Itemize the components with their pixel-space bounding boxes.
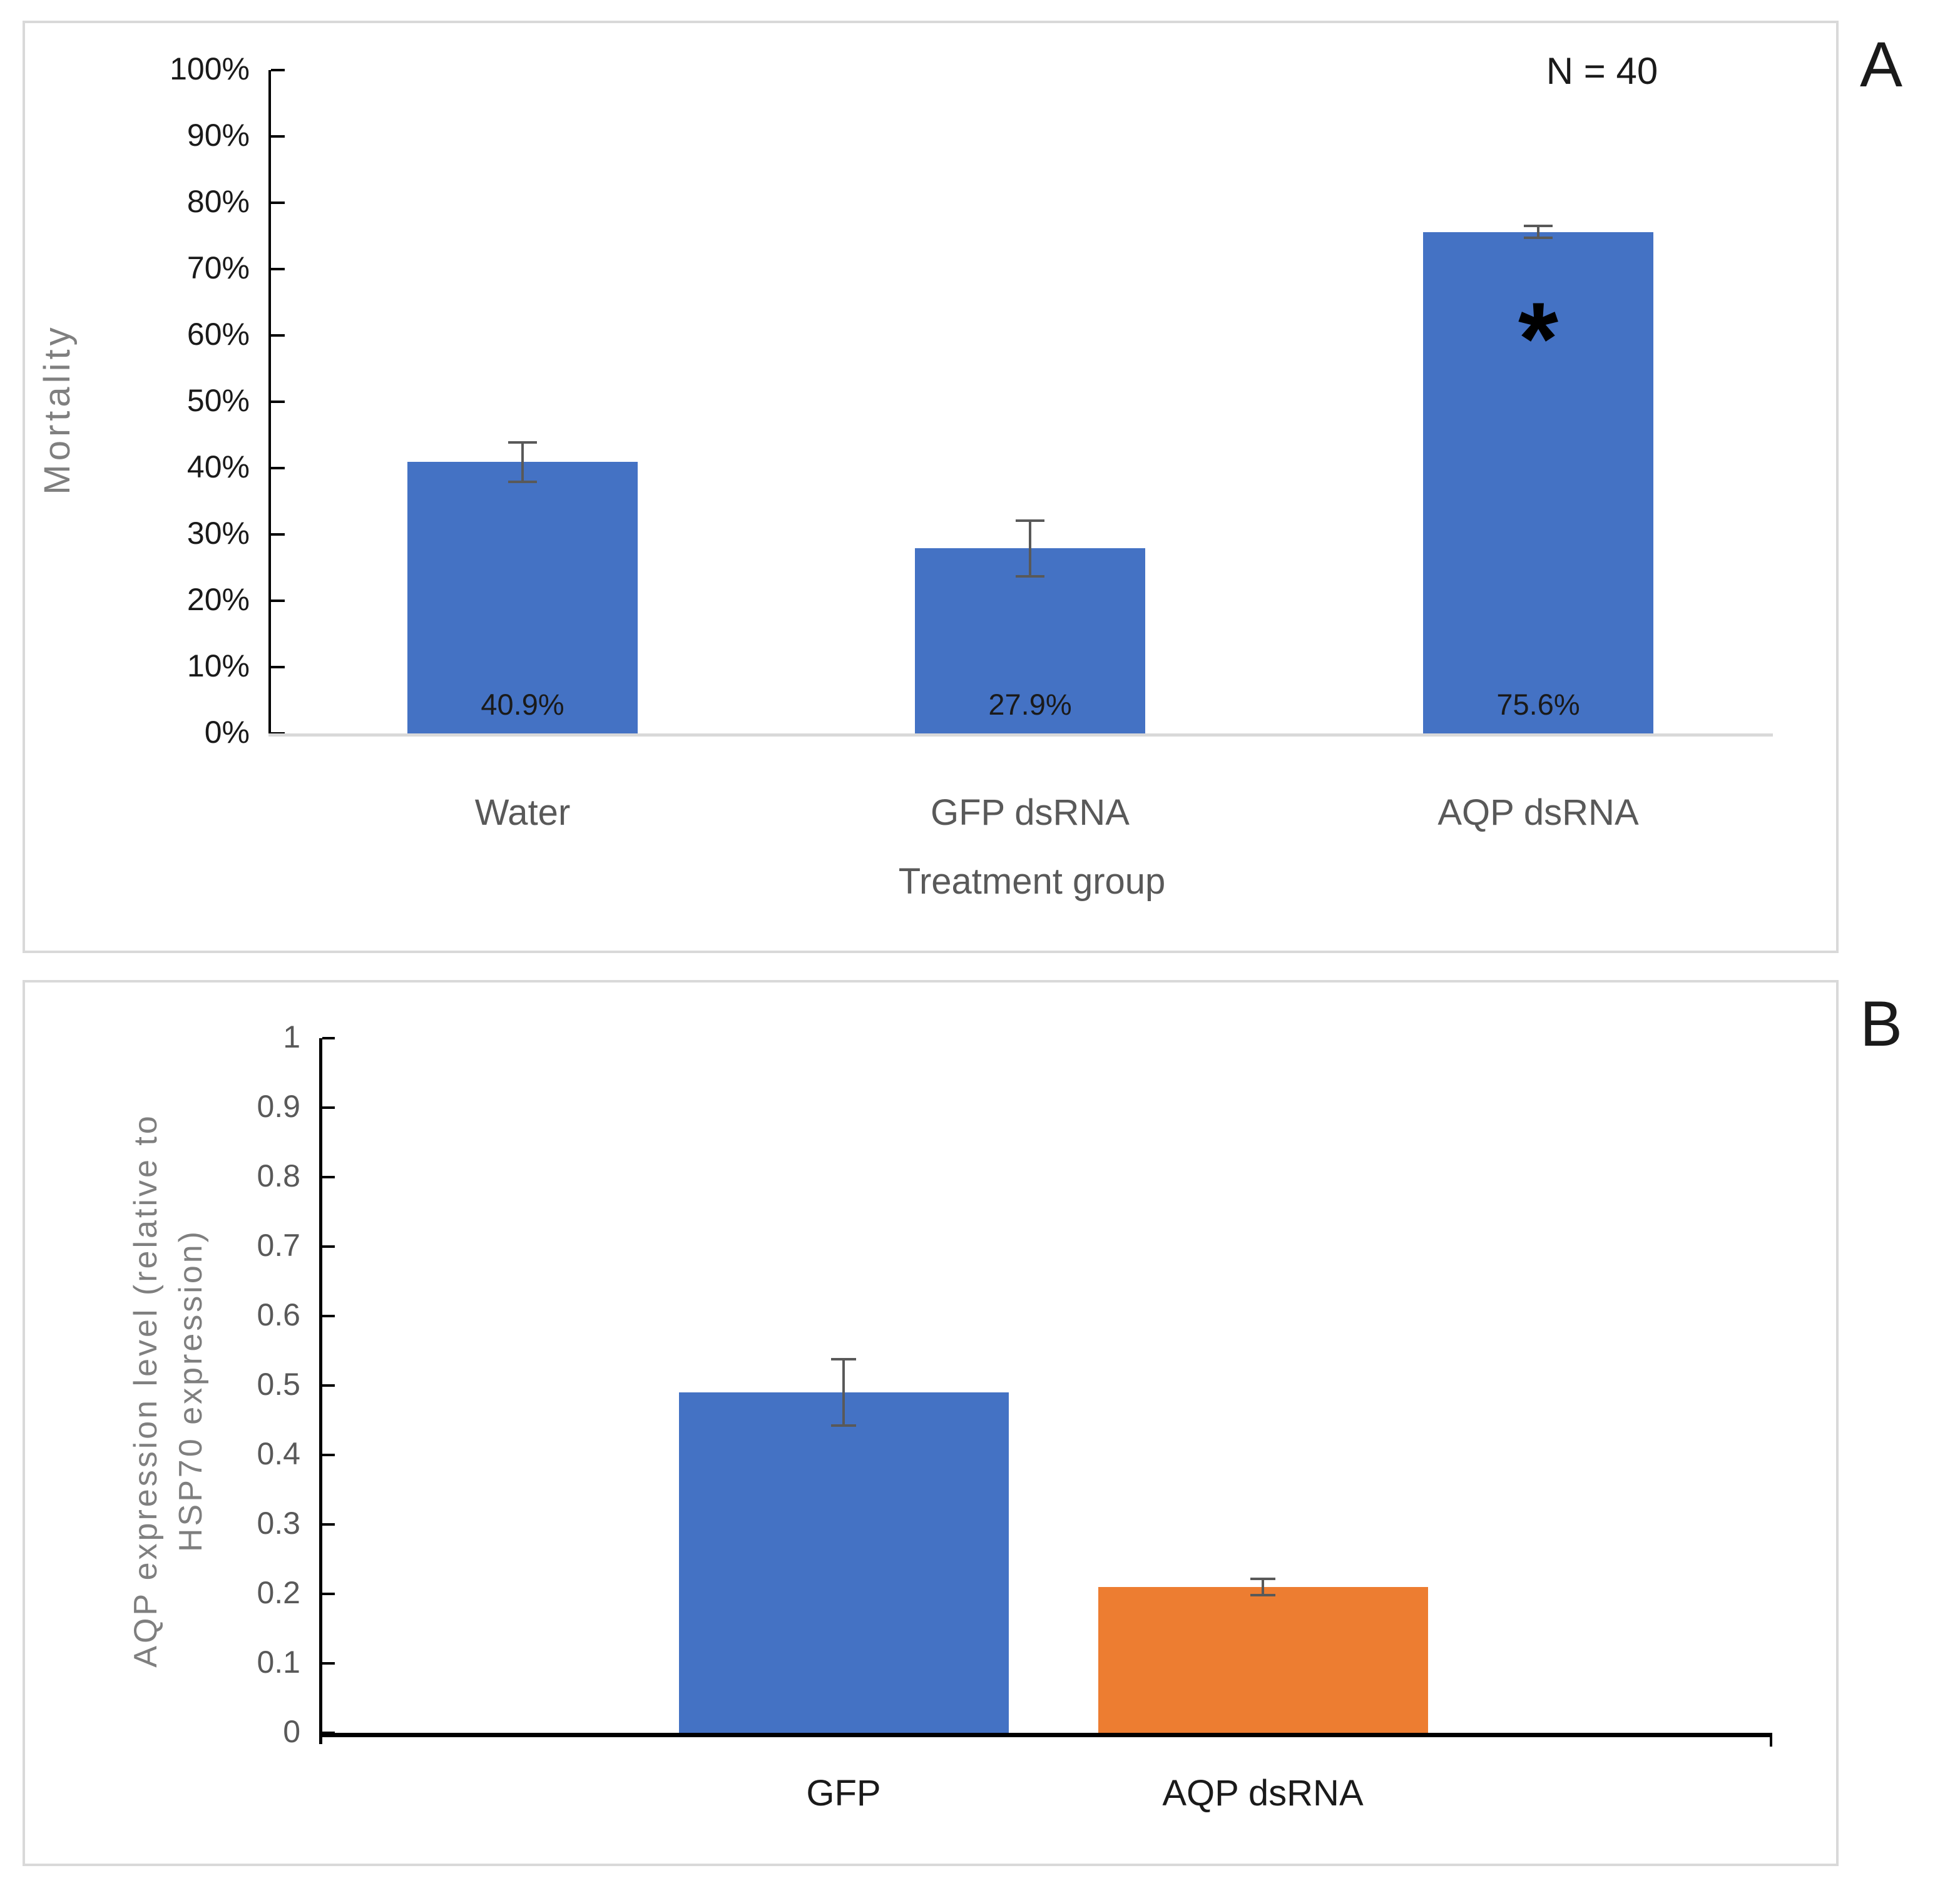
y-tick [271,334,285,337]
error-bar-cap-top-gfp [831,1358,856,1360]
y-tick [271,600,285,602]
error-bar-line-water [521,442,524,482]
y-tick-label: 50% [186,383,250,418]
x-axis-end-tick [1770,1733,1772,1747]
y-tick-label: 0.2 [257,1575,300,1610]
bar-water [407,462,638,733]
bar-value-label-aqp-dsrna: 75.6% [1496,688,1580,721]
y-tick-label: 20% [186,582,250,617]
panel-a: N = 40 Mortality Treatment group 0% 10% 20… [23,21,1839,953]
y-tick [322,1106,335,1109]
bar-value-label-gfp-dsrna: 27.9% [988,688,1072,721]
y-tick [322,1315,335,1317]
y-tick-label: 0.6 [257,1297,300,1332]
panel-a-letter: A [1860,29,1903,100]
y-tick [322,1523,335,1526]
y-tick [322,1245,335,1248]
significance-asterisk: * [1518,281,1559,396]
error-bar-cap-bottom-gfp [831,1424,856,1427]
y-tick [271,533,285,536]
error-bar-cap-top-water [508,441,537,444]
y-tick-label: 0.3 [257,1506,300,1541]
y-tick-label: 1 [283,1019,300,1054]
sample-size-label: N = 40 [1546,50,1658,92]
error-bar-cap-bottom-aqp-dsrna [1524,237,1553,239]
error-bar-cap-top-gfp-dsrna [1016,519,1044,522]
y-tick-label: 0.8 [257,1158,300,1193]
error-bar-cap-bottom-water [508,481,537,483]
error-bar-line-gfp [842,1359,845,1426]
error-bar-line-aqp-dsrna [1262,1579,1264,1596]
bar-gfp-dsrna [915,548,1145,733]
panel-b-letter: B [1860,988,1903,1059]
y-tick-label: 80% [186,184,250,219]
bar-aqp-dsrna [1423,232,1653,733]
error-bar-cap-top-aqp-dsrna [1250,1578,1275,1580]
error-bar-cap-bottom-aqp-dsrna [1250,1594,1275,1596]
category-label-aqp-dsrna: AQP dsRNA [1437,792,1639,833]
y-tick [271,135,285,138]
y-tick [322,1176,335,1178]
y-tick [271,666,285,668]
y-tick-label: 0.5 [257,1367,300,1402]
y-tick [322,1662,335,1665]
y-tick-label: 10% [186,648,250,683]
bar-aqp-dsrna [1098,1587,1428,1733]
y-tick-label: 0.7 [257,1228,300,1263]
bar-value-label-water: 40.9% [481,688,564,721]
y-tick-label: 90% [186,118,250,153]
y-tick [271,467,285,469]
y-tick [322,1454,335,1456]
x-axis-title-treatment-group: Treatment group [898,861,1166,902]
y-tick [271,401,285,403]
y-tick [271,202,285,204]
y-axis-title-mortality: Mortality [37,324,78,495]
y-tick-label: 60% [186,317,250,352]
y-tick-label: 30% [186,516,250,551]
y-tick-label: 0% [204,715,250,750]
bar-gfp [679,1392,1009,1733]
y-tick [322,1384,335,1387]
y-tick-label: 0.9 [257,1089,300,1124]
category-label-water: Water [474,792,571,833]
y-tick-label: 0 [283,1714,300,1749]
y-tick-label: 0.1 [257,1645,300,1680]
y-tick-label: 70% [186,250,250,285]
error-bar-line-gfp-dsrna [1029,521,1031,576]
y-axis-line [268,70,271,733]
y-tick-label: 100% [170,51,250,86]
category-label-gfp: GFP [806,1773,881,1814]
y-tick [271,69,285,71]
x-axis-line [268,733,1773,737]
y-axis-line [319,1038,322,1744]
error-bar-line-aqp-dsrna [1537,226,1539,238]
y-tick-label: 0.4 [257,1436,300,1471]
error-bar-cap-top-aqp-dsrna [1524,225,1553,227]
x-axis-line [319,1733,1772,1737]
error-bar-cap-bottom-gfp-dsrna [1016,575,1044,578]
category-label-gfp-dsrna: GFP dsRNA [930,792,1130,833]
y-tick [322,1593,335,1595]
y-tick-label: 40% [186,449,250,484]
y-tick [271,268,285,270]
y-tick [322,1037,335,1039]
category-label-aqp-dsrna: AQP dsRNA [1162,1773,1364,1814]
panel-b: AQP expression level (relative to HSP70 … [23,980,1839,1866]
